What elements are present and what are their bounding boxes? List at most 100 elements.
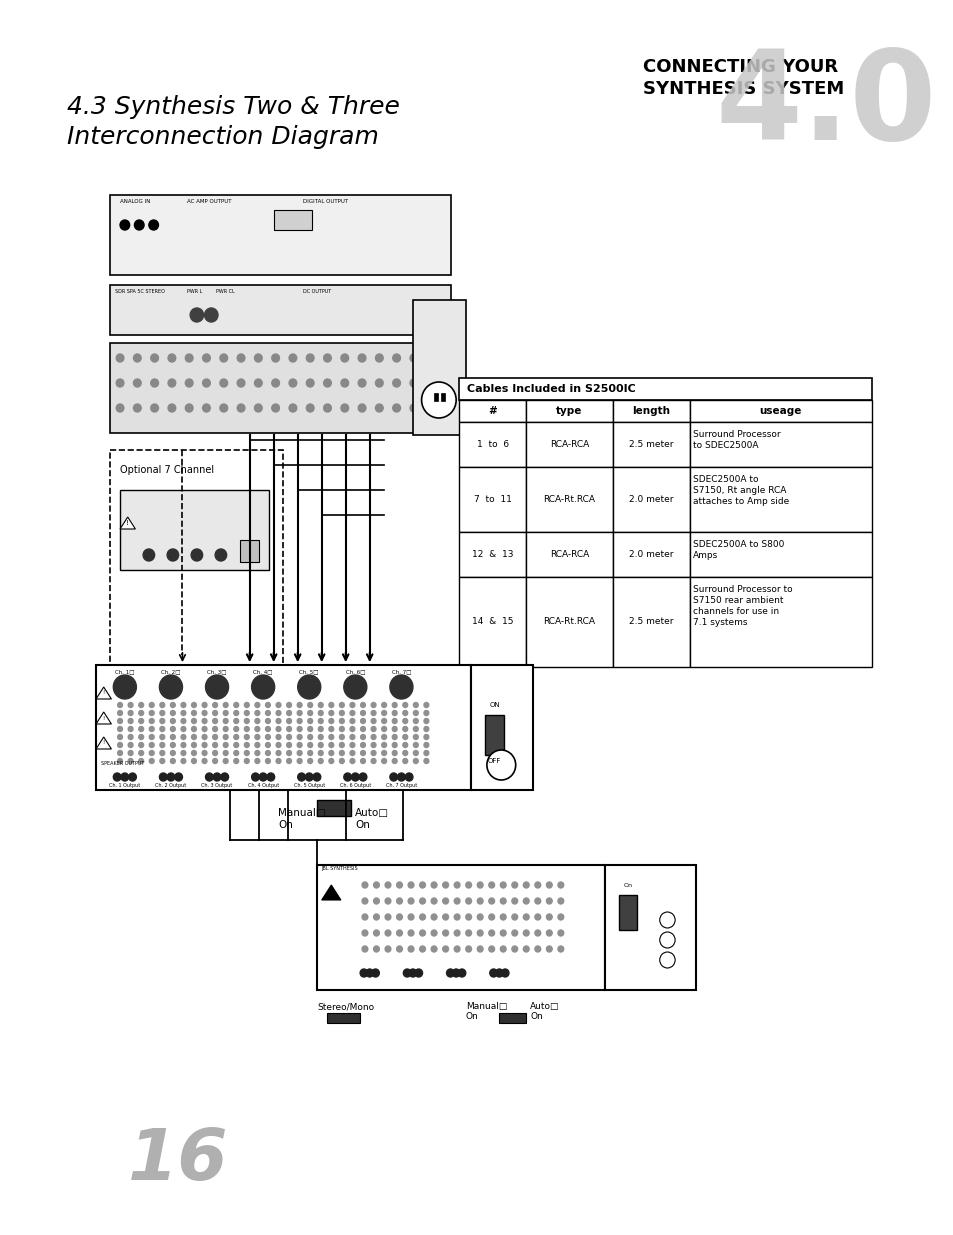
Circle shape bbox=[202, 751, 207, 756]
Text: 14  &  15: 14 & 15 bbox=[472, 618, 513, 626]
Circle shape bbox=[275, 742, 280, 747]
Circle shape bbox=[340, 404, 348, 412]
Polygon shape bbox=[321, 885, 340, 900]
Circle shape bbox=[252, 676, 274, 699]
Text: S7150, Rt angle RCA: S7150, Rt angle RCA bbox=[693, 487, 786, 495]
Circle shape bbox=[362, 946, 368, 952]
Circle shape bbox=[488, 930, 494, 936]
Circle shape bbox=[185, 404, 193, 412]
Circle shape bbox=[360, 703, 365, 708]
Circle shape bbox=[120, 220, 130, 230]
Circle shape bbox=[360, 751, 365, 756]
Circle shape bbox=[129, 773, 136, 781]
Circle shape bbox=[523, 882, 529, 888]
Circle shape bbox=[523, 914, 529, 920]
Circle shape bbox=[423, 710, 428, 715]
Circle shape bbox=[402, 751, 407, 756]
Circle shape bbox=[366, 969, 374, 977]
Text: Ch. 4 Output: Ch. 4 Output bbox=[247, 783, 278, 788]
Circle shape bbox=[181, 719, 186, 724]
Circle shape bbox=[254, 726, 259, 731]
Circle shape bbox=[160, 710, 165, 715]
Circle shape bbox=[252, 773, 259, 781]
Circle shape bbox=[392, 719, 396, 724]
Circle shape bbox=[372, 969, 379, 977]
Circle shape bbox=[659, 952, 675, 968]
Circle shape bbox=[171, 726, 175, 731]
Circle shape bbox=[297, 710, 302, 715]
Text: SPEAKER OUTPUT: SPEAKER OUTPUT bbox=[101, 761, 144, 766]
Circle shape bbox=[233, 751, 238, 756]
Circle shape bbox=[308, 719, 313, 724]
Circle shape bbox=[535, 914, 540, 920]
Circle shape bbox=[233, 703, 238, 708]
Circle shape bbox=[413, 726, 417, 731]
Circle shape bbox=[213, 703, 217, 708]
Circle shape bbox=[244, 703, 249, 708]
Circle shape bbox=[488, 898, 494, 904]
Circle shape bbox=[489, 969, 497, 977]
Circle shape bbox=[442, 898, 448, 904]
Circle shape bbox=[289, 354, 296, 362]
Circle shape bbox=[192, 742, 196, 747]
Circle shape bbox=[267, 773, 274, 781]
Circle shape bbox=[362, 882, 368, 888]
Text: attaches to Amp side: attaches to Amp side bbox=[693, 496, 789, 506]
Circle shape bbox=[403, 969, 411, 977]
Circle shape bbox=[396, 946, 402, 952]
Circle shape bbox=[431, 882, 436, 888]
Text: 7  to  11: 7 to 11 bbox=[474, 495, 511, 504]
Text: 2.0 meter: 2.0 meter bbox=[628, 550, 673, 559]
Circle shape bbox=[190, 308, 203, 322]
Circle shape bbox=[375, 379, 383, 387]
Circle shape bbox=[339, 758, 344, 763]
Text: to SDEC2500A: to SDEC2500A bbox=[693, 441, 758, 450]
Text: PWR L: PWR L bbox=[187, 289, 202, 294]
Circle shape bbox=[149, 220, 158, 230]
Circle shape bbox=[488, 914, 494, 920]
Circle shape bbox=[254, 751, 259, 756]
Circle shape bbox=[374, 898, 379, 904]
Text: #: # bbox=[488, 406, 497, 416]
Circle shape bbox=[150, 710, 154, 715]
Circle shape bbox=[117, 719, 122, 724]
Circle shape bbox=[117, 742, 122, 747]
Circle shape bbox=[371, 742, 375, 747]
Bar bbox=[458, 422, 526, 467]
Circle shape bbox=[413, 735, 417, 740]
Text: !: ! bbox=[126, 520, 129, 526]
Circle shape bbox=[442, 930, 448, 936]
Bar bbox=[526, 400, 612, 422]
Circle shape bbox=[323, 354, 331, 362]
Circle shape bbox=[223, 710, 228, 715]
Circle shape bbox=[181, 703, 186, 708]
Bar bbox=[111, 343, 456, 433]
Bar bbox=[96, 664, 470, 790]
Circle shape bbox=[289, 404, 296, 412]
Circle shape bbox=[168, 404, 175, 412]
Text: On: On bbox=[623, 883, 632, 888]
Circle shape bbox=[244, 719, 249, 724]
Circle shape bbox=[117, 758, 122, 763]
Circle shape bbox=[392, 742, 396, 747]
Circle shape bbox=[362, 914, 368, 920]
Circle shape bbox=[405, 773, 413, 781]
Circle shape bbox=[358, 773, 367, 781]
Circle shape bbox=[446, 969, 454, 977]
Circle shape bbox=[265, 758, 270, 763]
Bar bbox=[612, 577, 689, 667]
Circle shape bbox=[297, 735, 302, 740]
Circle shape bbox=[423, 719, 428, 724]
Bar bbox=[111, 285, 451, 335]
Circle shape bbox=[297, 726, 302, 731]
Circle shape bbox=[138, 703, 143, 708]
Polygon shape bbox=[96, 737, 112, 748]
Circle shape bbox=[128, 735, 132, 740]
Circle shape bbox=[223, 751, 228, 756]
Circle shape bbox=[343, 773, 351, 781]
Circle shape bbox=[523, 946, 529, 952]
Circle shape bbox=[133, 379, 141, 387]
Circle shape bbox=[431, 930, 436, 936]
Circle shape bbox=[160, 719, 165, 724]
Circle shape bbox=[133, 354, 141, 362]
